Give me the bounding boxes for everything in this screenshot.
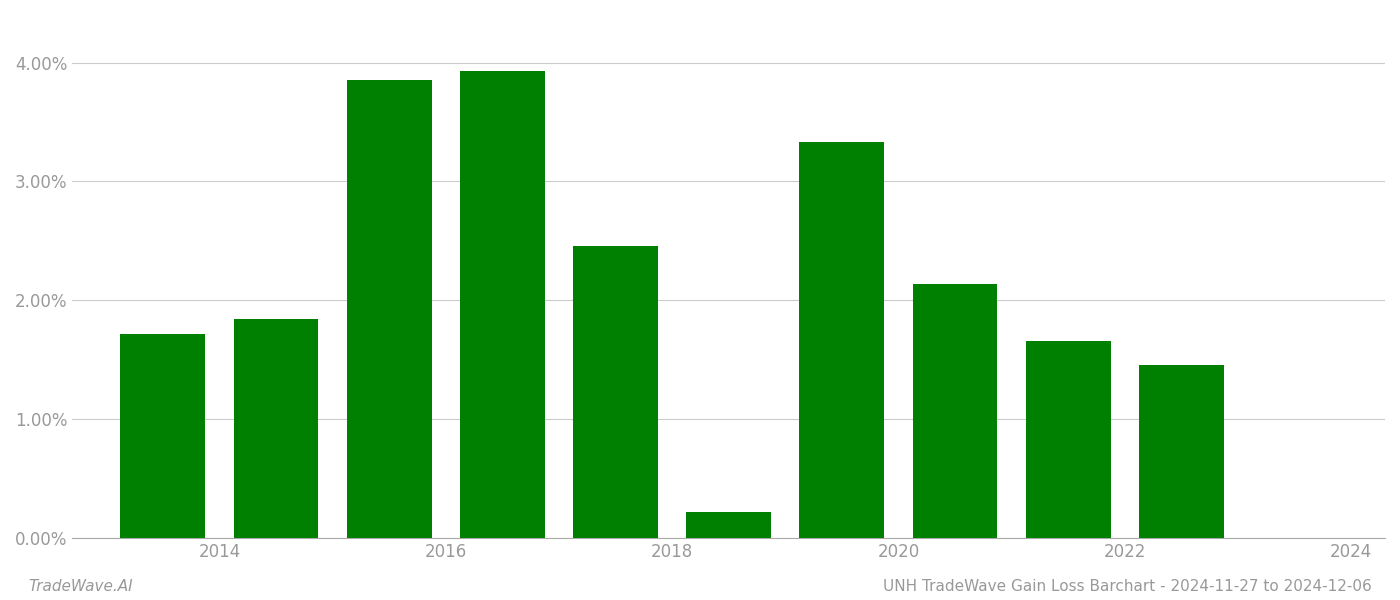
Bar (573, 245, 658, 538)
Bar (234, 319, 318, 538)
Bar (461, 71, 545, 538)
Bar (1026, 341, 1110, 538)
Bar (799, 142, 885, 538)
Bar (347, 80, 431, 538)
Bar (686, 512, 771, 538)
Text: TradeWave.AI: TradeWave.AI (28, 579, 133, 594)
Text: UNH TradeWave Gain Loss Barchart - 2024-11-27 to 2024-12-06: UNH TradeWave Gain Loss Barchart - 2024-… (883, 579, 1372, 594)
Bar (120, 334, 206, 538)
Bar (1138, 365, 1224, 538)
Bar (913, 284, 997, 538)
